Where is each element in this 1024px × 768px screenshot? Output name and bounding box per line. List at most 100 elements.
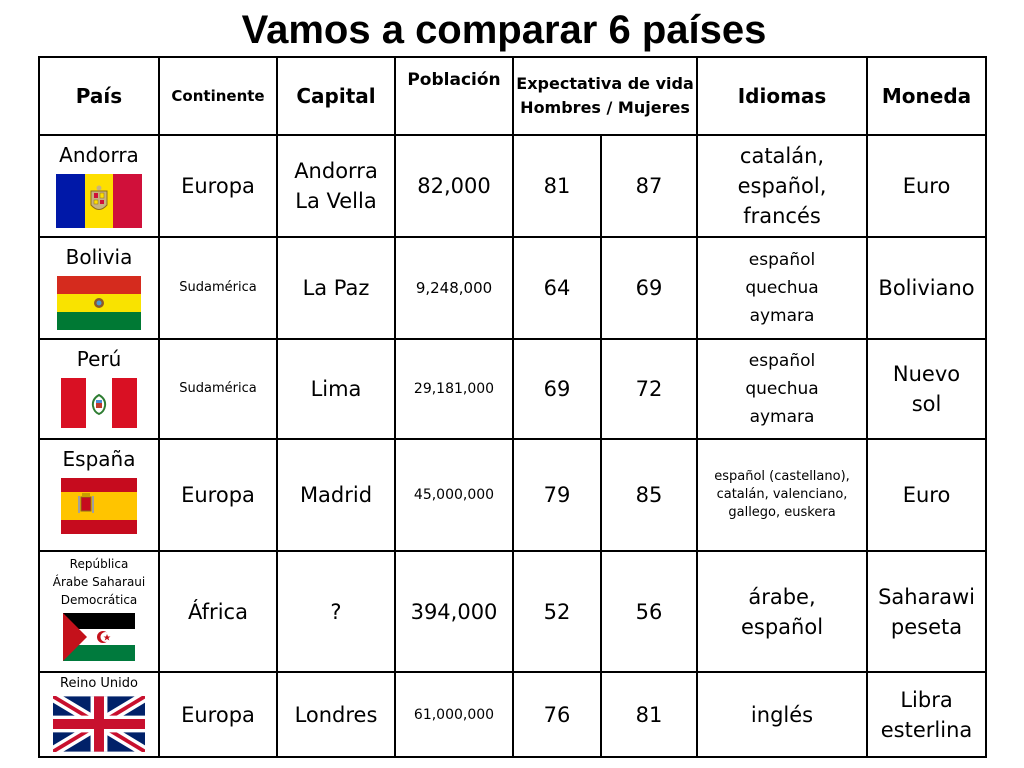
header-pais: País [38, 56, 160, 136]
capital-line2: La Vella [295, 189, 377, 213]
country-cell: España [38, 438, 160, 552]
hombres-cell: 76 [512, 671, 602, 758]
idioma-line1: árabe, [748, 584, 816, 609]
poblacion-cell: 45,000,000 [394, 438, 514, 552]
capital-cell: Londres [276, 671, 396, 758]
country-name: España [62, 447, 136, 471]
poblacion-cell: 394,000 [394, 550, 514, 673]
idioma-line1: catalán, [739, 144, 825, 168]
header-expectativa-line1: Expectativa de vida [516, 74, 694, 93]
country-name-line1: República [69, 557, 129, 571]
mujeres-cell: 72 [599, 338, 699, 440]
poblacion-cell: 82,000 [394, 134, 514, 238]
moneda-line1: Libra [900, 687, 953, 712]
idioma-line1: español (castellano), [714, 469, 850, 484]
header-poblacion: Población [394, 56, 514, 136]
hombres-cell: 81 [512, 134, 602, 238]
idioma-line3: gallego, euskera [728, 505, 836, 520]
continente-cell: Sudamérica [158, 236, 278, 340]
country-cell: Andorra [38, 134, 160, 238]
capital-cell: Andorra La Vella [276, 134, 396, 238]
capital-cell: Madrid [276, 438, 396, 552]
moneda-line1: Saharawi [878, 584, 975, 609]
idioma-line3: aymara [749, 407, 815, 427]
idiomas-cell: español (castellano), catalán, valencian… [696, 438, 869, 552]
idiomas-cell: inglés [696, 671, 869, 758]
country-cell: Reino Unido [38, 671, 160, 758]
table-row: República Árabe Saharaui Democrática Áfr… [38, 550, 988, 673]
moneda-line2: sol [911, 392, 942, 416]
mujeres-cell: 85 [599, 438, 699, 552]
country-name-line3: Democrática [60, 593, 138, 607]
moneda-cell: Libra esterlina [866, 671, 988, 758]
hombres-cell: 52 [512, 550, 602, 673]
country-cell: Bolivia [38, 236, 160, 340]
country-cell: Perú [38, 338, 160, 440]
country-name: Andorra [59, 143, 139, 167]
continente-cell: Europa [158, 671, 278, 758]
idioma-line2: español, [737, 174, 827, 198]
hombres-cell: 79 [512, 438, 602, 552]
header-expectativa: Expectativa de vida Hombres / Mujeres [511, 56, 699, 136]
moneda-cell: Boliviano [866, 236, 988, 340]
continente-cell: Europa [158, 438, 278, 552]
moneda-line2: peseta [890, 614, 963, 639]
header-continente: Continente [158, 56, 278, 136]
moneda-cell: Nuevo sol [866, 338, 988, 440]
idioma-line1: español [748, 250, 816, 270]
country-name: Reino Unido [60, 676, 138, 691]
mujeres-cell: 81 [599, 671, 699, 758]
moneda-cell: Euro [866, 134, 988, 238]
capital-cell: La Paz [276, 236, 396, 340]
sahrawi-flag-icon [63, 613, 135, 661]
mujeres-cell: 56 [599, 550, 699, 673]
header-expectativa-line2: Hombres / Mujeres [520, 98, 690, 117]
idiomas-cell: español quechua aymara [696, 338, 869, 440]
country-name: Bolivia [65, 245, 133, 269]
moneda-cell: Euro [866, 438, 988, 552]
moneda-line1: Nuevo [892, 362, 961, 386]
country-name: Perú [76, 347, 122, 371]
page-title: Vamos a comparar 6 países [241, 8, 767, 52]
continente-cell: Europa [158, 134, 278, 238]
hombres-cell: 64 [512, 236, 602, 340]
table-row: Andorra Europa Andorra La Vella 82,000 8… [38, 134, 988, 238]
header-moneda: Moneda [866, 56, 988, 136]
country-cell: República Árabe Saharaui Democrática [38, 550, 160, 673]
table-row: Bolivia Sudamérica La Paz 9,248,000 64 6… [38, 236, 988, 340]
bolivia-flag-icon [57, 276, 141, 330]
capital-cell: Lima [276, 338, 396, 440]
idioma-line3: aymara [749, 306, 815, 326]
idioma-line1: español [748, 351, 816, 371]
table-row: España Europa Madrid 45,000,000 79 85 es… [38, 438, 988, 552]
idiomas-cell: árabe, español [696, 550, 869, 673]
idioma-line3: francés [743, 204, 821, 228]
idioma-line2: quechua [745, 278, 819, 298]
poblacion-cell: 9,248,000 [394, 236, 514, 340]
spain-flag-icon [61, 478, 137, 534]
moneda-line2: esterlina [880, 717, 973, 742]
hombres-cell: 69 [512, 338, 602, 440]
moneda-cell: Saharawi peseta [866, 550, 988, 673]
capital-cell: ? [276, 550, 396, 673]
peru-flag-icon [61, 378, 137, 428]
poblacion-cell: 29,181,000 [394, 338, 514, 440]
table-row: Perú Sudamérica Lima 29,181,000 69 72 es… [38, 338, 988, 440]
header-row: País Continente Capital Población Expect… [38, 56, 988, 136]
table-row: Reino Unido Europa Londres 61,000,000 76… [38, 671, 988, 758]
idiomas-cell: español quechua aymara [696, 236, 869, 340]
idiomas-cell: catalán, español, francés [696, 134, 869, 238]
poblacion-cell: 61,000,000 [394, 671, 514, 758]
continente-cell: Sudamérica [158, 338, 278, 440]
idioma-line2: catalán, valenciano, [716, 487, 848, 502]
andorra-flag-icon [56, 174, 142, 228]
mujeres-cell: 87 [599, 134, 699, 238]
idioma-line2: quechua [745, 379, 819, 399]
uk-flag-icon [53, 696, 145, 752]
comparison-table: País Continente Capital Población Expect… [38, 56, 988, 758]
capital-line1: Andorra [294, 159, 378, 183]
header-idiomas: Idiomas [696, 56, 869, 136]
country-name-line2: Árabe Saharaui [52, 575, 146, 589]
continente-cell: África [158, 550, 278, 673]
mujeres-cell: 69 [599, 236, 699, 340]
